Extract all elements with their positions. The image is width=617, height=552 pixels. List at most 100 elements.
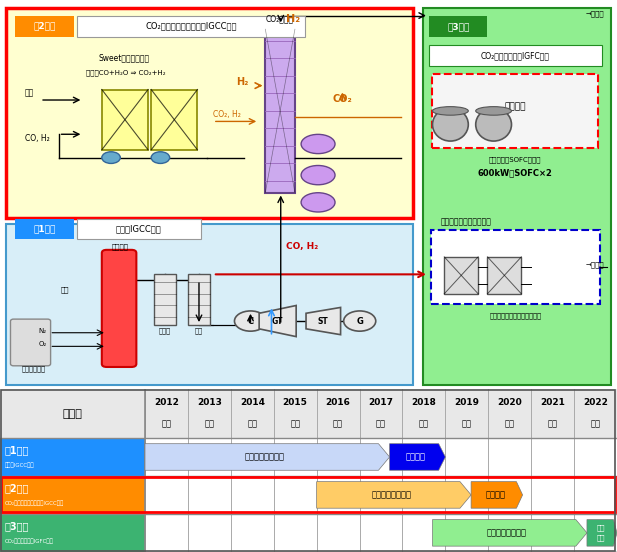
Bar — [0, 438, 145, 476]
Bar — [102, 89, 148, 150]
FancyBboxPatch shape — [102, 250, 136, 367]
Bar — [188, 274, 210, 325]
Circle shape — [151, 152, 170, 163]
Text: CO, H₂: CO, H₂ — [25, 134, 49, 144]
Text: ガスクリーンナップ試験設備: ガスクリーンナップ試験設備 — [489, 312, 542, 319]
Text: O₂: O₂ — [38, 341, 46, 347]
Text: 2016: 2016 — [326, 399, 350, 407]
Text: 水洗塔: 水洗塔 — [159, 328, 171, 335]
Ellipse shape — [476, 107, 511, 115]
Text: ST: ST — [318, 316, 329, 326]
Text: N₂: N₂ — [38, 328, 46, 334]
Text: 2014: 2014 — [240, 399, 265, 407]
Bar — [0, 476, 145, 514]
Text: 年度: 年度 — [590, 420, 600, 429]
Polygon shape — [389, 444, 445, 470]
Bar — [487, 257, 521, 294]
Text: 第1段階: 第1段階 — [5, 445, 30, 455]
Text: 第2段階: 第2段階 — [34, 22, 56, 30]
Text: Sweetシフト反応器: Sweetシフト反応器 — [99, 54, 150, 62]
FancyBboxPatch shape — [10, 319, 51, 366]
Text: 年度: 年度 — [204, 420, 214, 429]
Text: 空気分離設備: 空気分離設備 — [22, 365, 46, 372]
Bar — [77, 219, 201, 240]
Bar — [15, 219, 74, 240]
Bar — [151, 89, 197, 150]
Text: 設計・製作・据付: 設計・製作・据付 — [244, 453, 284, 461]
Text: 年度: 年度 — [162, 420, 172, 429]
Bar — [423, 8, 611, 385]
Text: CO₂分離・回収型IGFC実証: CO₂分離・回収型IGFC実証 — [5, 538, 54, 544]
Text: CO₂, H₂: CO₂, H₂ — [213, 110, 241, 119]
Bar — [265, 29, 295, 193]
Text: 設計・製作・据付: 設計・製作・据付 — [487, 528, 527, 537]
Polygon shape — [145, 444, 389, 470]
Text: 年度: 年度 — [333, 420, 343, 429]
Text: 第2段階: 第2段階 — [5, 483, 30, 493]
Text: 2022: 2022 — [583, 399, 608, 407]
Polygon shape — [259, 305, 296, 337]
Text: CO₂分離・回収型酸素吹IGCC実証: CO₂分離・回収型酸素吹IGCC実証 — [146, 22, 237, 30]
Circle shape — [234, 311, 267, 331]
Text: 年度: 年度 — [247, 420, 257, 429]
Ellipse shape — [301, 193, 335, 212]
Circle shape — [102, 152, 120, 163]
Polygon shape — [433, 519, 587, 546]
Text: H₂: H₂ — [236, 77, 249, 87]
Bar — [429, 45, 602, 66]
Text: 実証試験: 実証試験 — [486, 490, 505, 500]
Text: ガスクリーンナップ試験: ガスクリーンナップ試験 — [441, 217, 491, 226]
Text: 2012: 2012 — [154, 399, 179, 407]
Bar — [1, 477, 615, 512]
Ellipse shape — [301, 134, 335, 153]
Text: 反応：CO+H₂O ⇒ CO₂+H₂: 反応：CO+H₂O ⇒ CO₂+H₂ — [86, 70, 166, 76]
Bar — [431, 230, 600, 304]
Text: CO₂: CO₂ — [333, 94, 352, 104]
Ellipse shape — [433, 108, 468, 141]
Text: 600kW級SOFC×2: 600kW級SOFC×2 — [478, 169, 553, 178]
Text: 実証試験: 実証試験 — [406, 453, 426, 461]
Text: 蒸気: 蒸気 — [25, 88, 34, 97]
Text: 2013: 2013 — [197, 399, 222, 407]
Text: 年度: 年度 — [462, 420, 472, 429]
Bar — [77, 15, 305, 37]
Bar — [0, 514, 145, 552]
Text: 第3段階: 第3段階 — [447, 22, 470, 31]
Text: 燃料電池: 燃料電池 — [505, 103, 526, 112]
Circle shape — [344, 311, 376, 331]
Text: CO₂吸収塔: CO₂吸収塔 — [266, 14, 294, 23]
Bar — [0, 389, 617, 438]
Text: 2019: 2019 — [454, 399, 479, 407]
Ellipse shape — [301, 166, 335, 185]
Text: →排ガス: →排ガス — [586, 10, 605, 17]
Text: 試験: 試験 — [597, 534, 605, 541]
Text: 設計・製作・据付: 設計・製作・据付 — [371, 490, 411, 500]
Polygon shape — [587, 519, 617, 546]
Text: CO₂分離・回収型酸素吹IGCC実証: CO₂分離・回収型酸素吹IGCC実証 — [5, 501, 64, 506]
Text: G: G — [356, 316, 363, 326]
Text: 実証: 実証 — [597, 525, 605, 532]
Ellipse shape — [476, 108, 511, 141]
Text: 燃料電池（SOFC）設備: 燃料電池（SOFC）設備 — [489, 156, 542, 163]
Bar — [6, 224, 413, 385]
Bar — [432, 74, 598, 148]
Text: 石炭: 石炭 — [60, 287, 69, 294]
Text: CO₂分離・回収型IGFC実証: CO₂分離・回収型IGFC実証 — [481, 51, 550, 60]
Bar — [6, 8, 413, 218]
Text: →排ガス: →排ガス — [586, 262, 605, 268]
Text: 年度: 年度 — [376, 420, 386, 429]
Text: 酸素吹IGCC実証: 酸素吹IGCC実証 — [5, 463, 35, 468]
Bar — [15, 15, 74, 37]
Text: 年度: 年度 — [419, 420, 429, 429]
Bar — [444, 257, 478, 294]
Text: 年度: 年度 — [505, 420, 515, 429]
Text: 2018: 2018 — [412, 399, 436, 407]
Text: CO, H₂: CO, H₂ — [286, 242, 318, 251]
Text: 年度: 年度 — [548, 420, 558, 429]
Text: ガス化炉: ガス化炉 — [112, 243, 129, 250]
Bar — [154, 274, 176, 325]
Text: 第1段階: 第1段階 — [34, 225, 56, 233]
Text: H₂: H₂ — [286, 14, 300, 24]
Text: 酸素吹IGCC実証: 酸素吹IGCC実証 — [116, 225, 162, 233]
Text: 年　度: 年 度 — [62, 408, 83, 418]
